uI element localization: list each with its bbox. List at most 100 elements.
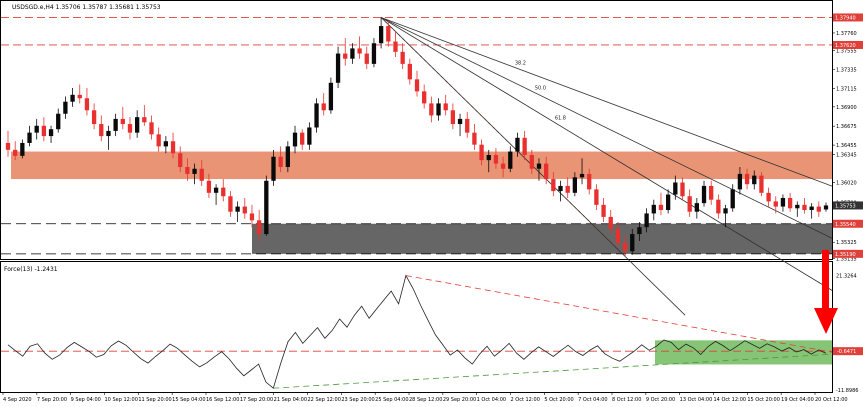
- candle-body: [321, 103, 326, 111]
- candle-body: [20, 142, 25, 156]
- fib-fan-line: [380, 17, 833, 187]
- candle: [809, 203, 814, 219]
- x-tick-label: 28 Sep 12:00: [409, 397, 442, 403]
- price-label-text: 1.37940: [835, 15, 856, 21]
- candle-body: [551, 179, 556, 192]
- candle-body: [400, 51, 405, 64]
- candle-body: [63, 101, 68, 114]
- candle: [378, 17, 384, 49]
- y-tick-label: 1.37115: [836, 86, 857, 92]
- price-label-box: [833, 13, 863, 22]
- force-y-tick-label: 21.3264: [836, 273, 857, 279]
- x-tick-label: 14 Oct 12:00: [714, 397, 747, 403]
- candle: [156, 127, 161, 152]
- fib-fan-line: [380, 17, 833, 291]
- candle-body: [680, 182, 685, 197]
- candle-body: [472, 132, 477, 145]
- x-tick-label: 19 Oct 04:00: [781, 397, 814, 403]
- candle-body: [787, 197, 793, 209]
- candle: [5, 130, 11, 157]
- axes-layer: 1.37760 1.37555 1.37335 1.37115 1.36900 1.366…: [2, 31, 858, 403]
- candle-body: [235, 206, 240, 212]
- candle: [242, 197, 247, 219]
- candle: [572, 172, 578, 197]
- candle-body: [27, 132, 32, 143]
- candle-body: [759, 175, 764, 193]
- candle: [816, 201, 821, 217]
- candle: [687, 189, 692, 217]
- candle-body: [658, 204, 664, 211]
- candle: [235, 201, 240, 223]
- candle: [651, 199, 656, 221]
- force-line: [7, 274, 827, 389]
- candle: [472, 124, 477, 150]
- x-tick-label: 5 Oct 20:00: [544, 397, 573, 403]
- candle: [163, 136, 169, 154]
- candle-body: [429, 103, 434, 116]
- candle: [551, 172, 556, 197]
- down-arrow-icon: [814, 250, 838, 334]
- candle: [77, 84, 82, 104]
- candle-body: [709, 185, 714, 200]
- candle: [436, 98, 441, 121]
- candle: [752, 170, 757, 190]
- candle-body: [622, 242, 628, 252]
- candle-body: [393, 41, 398, 52]
- candle-body: [350, 48, 355, 59]
- candle: [773, 196, 778, 214]
- candle-body: [572, 177, 578, 193]
- x-tick-label: 15 Oct 20:00: [747, 397, 780, 403]
- force-y-tick-label: -11.8986: [836, 388, 858, 394]
- symbol-header: USDSGD.e,H4 1.35706 1.35787 1.35681 1.35…: [12, 4, 161, 11]
- candle-body: [716, 199, 721, 214]
- candle-body: [242, 206, 247, 214]
- candle: [544, 156, 549, 185]
- candle-body: [630, 234, 635, 252]
- candle: [443, 94, 448, 116]
- candle: [615, 222, 621, 248]
- candle-body: [536, 163, 542, 169]
- x-tick-label: 22 Sep 12:00: [308, 397, 341, 403]
- candle-body: [343, 53, 348, 59]
- candle-body: [120, 118, 125, 125]
- candle: [199, 160, 204, 186]
- candle-body: [565, 185, 570, 193]
- candle: [34, 118, 39, 140]
- candle: [630, 228, 635, 255]
- price-label-text: 1.35190: [835, 252, 856, 258]
- candle: [63, 96, 68, 119]
- candle: [256, 210, 262, 241]
- candle-body: [594, 189, 599, 205]
- x-tick-label: 15 Sep 04:00: [172, 397, 205, 403]
- candle-body: [558, 185, 563, 192]
- candle-body: [544, 163, 549, 180]
- candle-body: [587, 173, 592, 190]
- candle: [422, 84, 427, 109]
- candle-body: [127, 124, 133, 133]
- candle: [802, 197, 807, 214]
- candle: [536, 158, 542, 181]
- candle-body: [56, 113, 61, 130]
- candle-body: [249, 213, 255, 221]
- price-label-text: 1.35753: [835, 203, 856, 209]
- candle-body: [457, 118, 463, 125]
- down-arrow-head: [814, 308, 838, 334]
- force-downtrend-line: [405, 275, 833, 353]
- candle: [414, 70, 420, 97]
- candle: [601, 197, 606, 223]
- candle: [127, 117, 133, 140]
- zones-layer: [11, 151, 832, 254]
- y-tick-label: 1.36345: [836, 153, 857, 159]
- price-label-box: [833, 40, 863, 49]
- candle: [608, 210, 613, 235]
- candle-body: [221, 187, 226, 197]
- candle: [658, 192, 664, 216]
- candle: [737, 167, 743, 195]
- candle: [20, 139, 25, 159]
- candle-body: [135, 117, 140, 133]
- candle: [795, 201, 800, 217]
- x-tick-label: 2 Oct 12:00: [511, 397, 540, 403]
- candle-body: [34, 125, 39, 133]
- candle-body: [694, 203, 699, 212]
